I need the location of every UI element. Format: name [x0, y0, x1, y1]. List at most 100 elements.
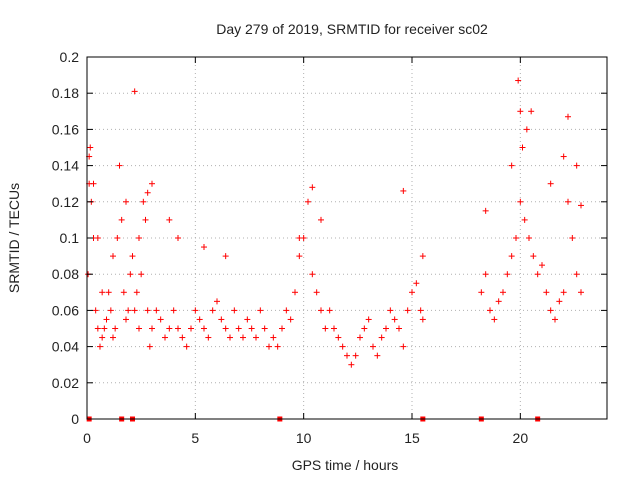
data-point: [133, 289, 140, 296]
data-point: [279, 325, 285, 332]
data-point: [116, 162, 123, 169]
data-point: [552, 316, 558, 323]
data-point: [348, 361, 355, 368]
y-tick-label: 0.18: [52, 85, 79, 101]
data-point: [253, 334, 259, 341]
data-point: [370, 343, 376, 350]
data-point: [560, 153, 567, 160]
data-point: [149, 180, 155, 187]
data-point: [565, 113, 571, 120]
data-point: [482, 207, 489, 214]
data-point: [261, 325, 268, 332]
data-point: [309, 271, 316, 278]
data-point: [99, 289, 106, 296]
data-point: [114, 235, 121, 241]
data-point: [175, 235, 181, 241]
data-point: [344, 352, 350, 359]
data-point: [209, 307, 216, 314]
y-tick-label: 0.14: [52, 158, 79, 174]
data-point: [248, 325, 255, 332]
data-point: [487, 307, 493, 314]
data-point: [144, 307, 151, 314]
data-point: [478, 289, 485, 296]
y-tick-label: 0.2: [60, 49, 80, 65]
data-point: [400, 343, 407, 350]
data-point: [123, 198, 129, 205]
data-point: [227, 334, 233, 341]
data-point: [515, 77, 522, 84]
y-tick-label: 0.16: [52, 121, 79, 137]
data-point: [222, 253, 229, 260]
data-point: [543, 289, 550, 296]
data-point: [539, 262, 545, 269]
data-point: [101, 325, 108, 332]
data-point: [495, 298, 502, 305]
data-point: [192, 307, 199, 314]
data-point: [378, 334, 385, 341]
data-point: [517, 198, 524, 205]
data-point: [374, 352, 381, 359]
data-point: [521, 216, 528, 223]
data-point: [123, 316, 129, 323]
data-point: [318, 307, 324, 314]
data-point: [129, 253, 136, 260]
data-point: [138, 271, 145, 278]
data-point: [183, 343, 190, 350]
data-point: [110, 334, 116, 341]
data-point: [517, 108, 524, 115]
data-point: [528, 108, 535, 115]
x-tick-label: 10: [296, 430, 312, 446]
data-point: [127, 271, 134, 278]
data-point: [296, 235, 303, 241]
data-point: [103, 316, 110, 323]
data-point: [526, 235, 532, 241]
data-point: [257, 307, 264, 314]
data-point: [175, 325, 181, 332]
data-point: [218, 316, 225, 323]
chart-title: Day 279 of 2019, SRMTID for receiver sc0…: [216, 21, 488, 37]
axis-ticks: [86, 56, 607, 420]
tick-labels: 0 5 10 15 20 0 0.02 0.04 0.06 0.08 0.1 0.12 0.14 0.16…: [52, 49, 529, 446]
data-point: [97, 343, 103, 350]
data-point: [120, 289, 127, 296]
data-point: [578, 202, 584, 209]
data-point: [87, 144, 94, 151]
data-point: [292, 289, 298, 296]
data-point: [504, 271, 511, 278]
x-tick-label: 15: [404, 430, 420, 446]
data-point: [419, 316, 426, 323]
data-point: [231, 307, 238, 314]
data-point: [270, 334, 277, 341]
data-point: [142, 216, 149, 223]
data-point: [274, 343, 281, 350]
y-tick-label: 0.08: [52, 266, 79, 282]
data-point: [287, 316, 294, 323]
data-point: [235, 325, 242, 332]
data-point: [110, 253, 116, 260]
y-axis-label: SRMTID / TECUs: [6, 183, 22, 293]
data-point: [396, 325, 402, 332]
data-point: [387, 307, 394, 314]
data-point: [283, 307, 290, 314]
data-point: [547, 307, 554, 314]
data-point: [305, 198, 311, 205]
data-point: [339, 343, 346, 350]
data-point: [335, 334, 342, 341]
data-point: [222, 325, 229, 332]
data-point: [519, 144, 526, 151]
data-point: [400, 187, 407, 194]
data-point: [196, 316, 203, 323]
data-point: [491, 316, 498, 323]
data-point: [352, 352, 359, 359]
data-point: [361, 325, 368, 332]
y-tick-label: 0.06: [52, 302, 79, 318]
data-point: [565, 198, 571, 205]
data-point: [90, 180, 97, 187]
data-point: [99, 334, 106, 341]
data-point: [508, 162, 515, 169]
data-points: [85, 77, 584, 368]
y-tick-label: 0.1: [60, 230, 80, 246]
data-point: [201, 325, 207, 332]
